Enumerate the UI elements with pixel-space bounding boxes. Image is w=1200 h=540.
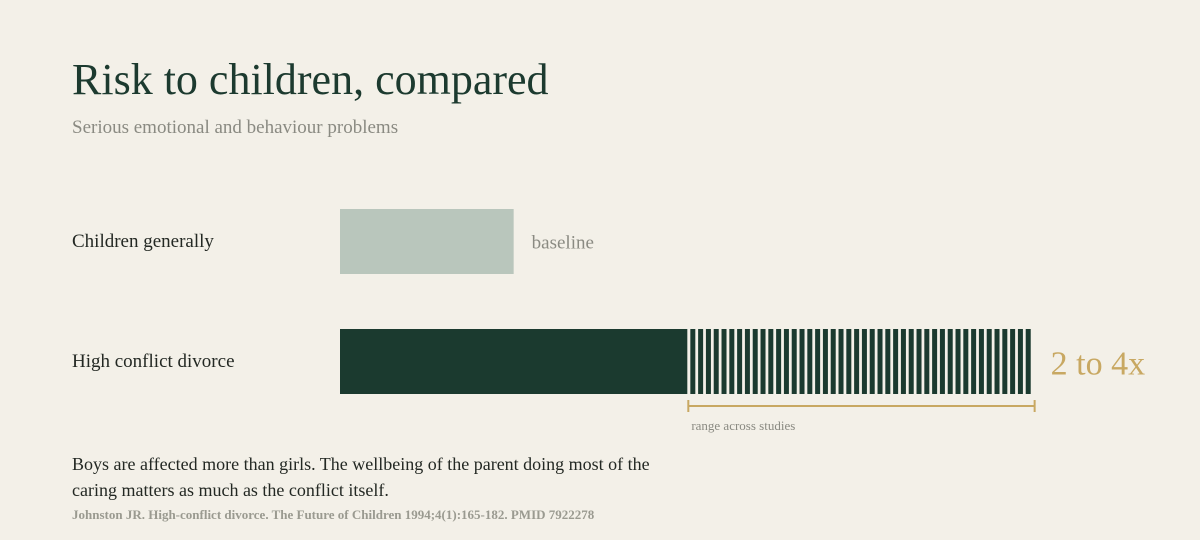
range-stripe bbox=[947, 329, 953, 394]
range-stripe bbox=[729, 329, 735, 394]
source-citation: Johnston JR. High-conflict divorce. The … bbox=[72, 507, 595, 522]
category-label-high-conflict-divorce: High conflict divorce bbox=[72, 351, 235, 372]
range-stripe bbox=[1017, 329, 1023, 394]
range-stripe bbox=[807, 329, 813, 394]
bar-high-conflict-divorce bbox=[340, 329, 688, 394]
range-stripe bbox=[705, 329, 711, 394]
range-stripe bbox=[760, 329, 766, 394]
range-stripe bbox=[737, 329, 743, 394]
range-stripe bbox=[978, 329, 984, 394]
range-bracket bbox=[687, 400, 1036, 412]
range-stripe bbox=[690, 329, 696, 394]
range-stripe bbox=[744, 329, 750, 394]
category-label-children-generally: Children generally bbox=[72, 231, 214, 252]
range-stripe bbox=[939, 329, 945, 394]
range-stripe bbox=[698, 329, 704, 394]
range-stripe bbox=[846, 329, 852, 394]
range-stripe bbox=[1025, 329, 1031, 394]
chart-subtitle: Serious emotional and behaviour problems bbox=[72, 117, 399, 138]
range-stripe bbox=[713, 329, 719, 394]
range-stripe bbox=[994, 329, 1000, 394]
range-stripe bbox=[721, 329, 727, 394]
range-stripe bbox=[1010, 329, 1016, 394]
range-stripe bbox=[830, 329, 836, 394]
data-label-divorce-range: 2 to 4x bbox=[1051, 346, 1145, 383]
chart-title: Risk to children, compared bbox=[72, 55, 549, 104]
bar-children-generally bbox=[340, 209, 514, 274]
range-stripe bbox=[986, 329, 992, 394]
range-stripe bbox=[783, 329, 789, 394]
range-caption: range across studies bbox=[691, 418, 795, 433]
range-stripe bbox=[1002, 329, 1008, 394]
range-stripe bbox=[776, 329, 782, 394]
data-label-baseline: baseline bbox=[532, 233, 594, 254]
range-stripe bbox=[916, 329, 922, 394]
range-stripe bbox=[752, 329, 758, 394]
range-stripe bbox=[971, 329, 977, 394]
footnote: Boys are affected more than girls. The w… bbox=[72, 454, 650, 500]
range-stripe bbox=[815, 329, 821, 394]
range-stripe bbox=[885, 329, 891, 394]
range-stripe bbox=[932, 329, 938, 394]
range-stripe bbox=[838, 329, 844, 394]
range-stripe bbox=[768, 329, 774, 394]
range-stripe bbox=[893, 329, 899, 394]
range-stripe bbox=[900, 329, 906, 394]
range-stripe bbox=[822, 329, 828, 394]
range-stripe bbox=[869, 329, 875, 394]
range-stripe bbox=[799, 329, 805, 394]
range-stripe bbox=[955, 329, 961, 394]
range-stripe bbox=[963, 329, 969, 394]
range-stripe bbox=[854, 329, 860, 394]
range-stripe bbox=[861, 329, 867, 394]
range-stripe bbox=[791, 329, 797, 394]
range-stripe bbox=[877, 329, 883, 394]
range-stripe bbox=[924, 329, 930, 394]
range-stripes bbox=[690, 329, 1031, 394]
range-stripe bbox=[908, 329, 914, 394]
